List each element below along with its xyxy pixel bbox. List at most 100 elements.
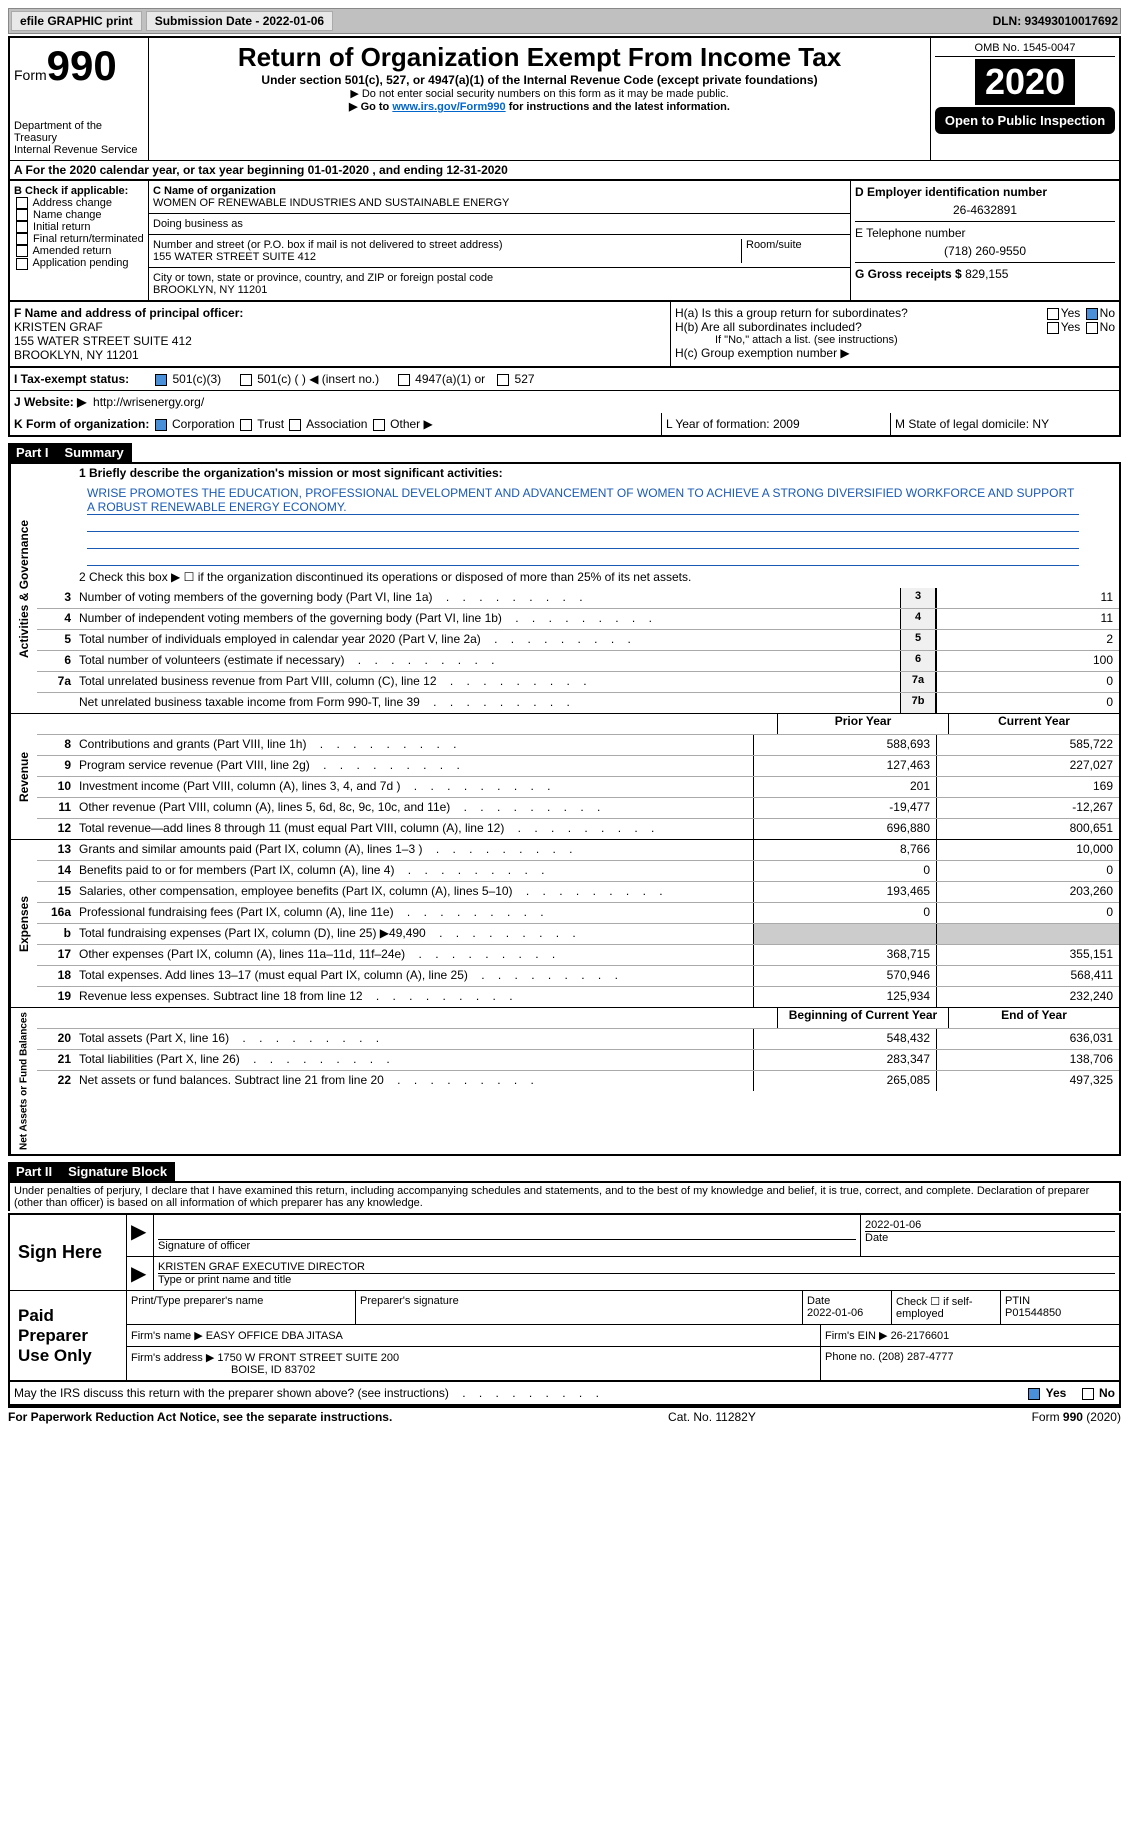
website-url[interactable]: http://wrisenergy.org/ [93,395,204,409]
discuss-no[interactable] [1082,1388,1094,1400]
discuss-yes[interactable] [1028,1388,1040,1400]
summary-line: 7aTotal unrelated business revenue from … [37,672,1119,693]
summary-line: 18Total expenses. Add lines 13–17 (must … [37,966,1119,987]
org-address: 155 WATER STREET SUITE 412 [153,251,741,263]
summary-line: 13Grants and similar amounts paid (Part … [37,840,1119,861]
assoc-check[interactable] [289,419,301,431]
form-title: Return of Organization Exempt From Incom… [153,42,926,73]
hb-no[interactable] [1086,322,1098,334]
checkbox-item[interactable]: Initial return [14,221,144,233]
summary-line: 6Total number of volunteers (estimate if… [37,651,1119,672]
officer-addr1: 155 WATER STREET SUITE 412 [14,334,666,348]
efile-btn[interactable]: efile GRAPHIC print [11,11,142,31]
submission-btn[interactable]: Submission Date - 2022-01-06 [146,11,333,31]
side-governance: Activities & Governance [10,464,37,713]
form-subtitle: Under section 501(c), 527, or 4947(a)(1)… [153,73,926,87]
side-expenses: Expenses [10,840,37,1007]
col-c-org: C Name of organization WOMEN OF RENEWABL… [149,181,851,300]
firm-ein: 26-2176601 [891,1330,950,1342]
org-city: BROOKLYN, NY 11201 [153,284,846,296]
irs-link[interactable]: www.irs.gov/Form990 [392,101,505,113]
summary-line: 3Number of voting members of the governi… [37,588,1119,609]
open-public-badge: Open to Public Inspection [935,107,1115,134]
527-check[interactable] [497,374,509,386]
top-bar: efile GRAPHIC print Submission Date - 20… [8,8,1121,34]
form-header: Form990 Department of the Treasury Inter… [8,36,1121,160]
summary-line: 19Revenue less expenses. Subtract line 1… [37,987,1119,1007]
summary-line: Net unrelated business taxable income fr… [37,693,1119,713]
sign-here-label: Sign Here [10,1215,127,1290]
501c-check[interactable] [240,374,252,386]
firm-addr2: BOISE, ID 83702 [131,1364,816,1376]
checkbox-item[interactable]: Amended return [14,245,144,257]
officer-name: KRISTEN GRAF [14,320,666,334]
telephone: (718) 260-9550 [855,240,1115,262]
paid-preparer-label: Paid Preparer Use Only [10,1291,127,1380]
side-netassets: Net Assets or Fund Balances [10,1008,37,1154]
trust-check[interactable] [240,419,252,431]
summary-line: 8Contributions and grants (Part VIII, li… [37,735,1119,756]
summary-line: 17Other expenses (Part IX, column (A), l… [37,945,1119,966]
ha-no[interactable] [1086,308,1098,320]
part1-header: Part ISummary [8,443,132,462]
irs-discuss-row: May the IRS discuss this return with the… [8,1382,1121,1406]
part2-header: Part IISignature Block [8,1162,175,1181]
sig-date: 2022-01-06 [865,1219,1115,1231]
row-f-officer: F Name and address of principal officer:… [8,300,1121,366]
summary-line: 15Salaries, other compensation, employee… [37,882,1119,903]
footer: For Paperwork Reduction Act Notice, see … [8,1406,1121,1424]
firm-name: EASY OFFICE DBA JITASA [206,1330,343,1342]
checkbox-item[interactable]: Final return/terminated [14,233,144,245]
omb-number: OMB No. 1545-0047 [935,42,1115,57]
summary-line: 12Total revenue—add lines 8 through 11 (… [37,819,1119,839]
dept-treasury: Department of the Treasury [14,120,144,144]
firm-phone: (208) 287-4777 [878,1351,953,1363]
side-revenue: Revenue [10,714,37,839]
other-check[interactable] [373,419,385,431]
signature-block: Sign Here ▶ Signature of officer 2022-01… [8,1213,1121,1382]
firm-addr1: 1750 W FRONT STREET SUITE 200 [217,1352,399,1364]
note-ssn: ▶ Do not enter social security numbers o… [153,87,926,100]
org-name: WOMEN OF RENEWABLE INDUSTRIES AND SUSTAI… [153,197,846,209]
row-j-website: J Website: ▶ http://wrisenergy.org/ [8,390,1121,413]
501c3-check[interactable] [155,374,167,386]
officer-addr2: BROOKLYN, NY 11201 [14,348,666,362]
summary-line: 10Investment income (Part VIII, column (… [37,777,1119,798]
summary-line: 4Number of independent voting members of… [37,609,1119,630]
row-i-tax-status: I Tax-exempt status: 501(c)(3) 501(c) ( … [8,366,1121,390]
section-bcd: B Check if applicable: Address change Na… [8,179,1121,300]
summary-line: 20Total assets (Part X, line 16)548,4326… [37,1029,1119,1050]
note-goto: ▶ Go to www.irs.gov/Form990 for instruct… [153,100,926,113]
form-990-label: Form990 [14,42,144,90]
ha-yes[interactable] [1047,308,1059,320]
checkbox-item[interactable]: Name change [14,209,144,221]
ein-value: 26-4632891 [855,199,1115,221]
gross-receipts: 829,155 [965,267,1008,281]
row-a-period: A For the 2020 calendar year, or tax yea… [8,160,1121,179]
summary-line: 16aProfessional fundraising fees (Part I… [37,903,1119,924]
summary-line: 21Total liabilities (Part X, line 26)283… [37,1050,1119,1071]
ptin-value: P01544850 [1005,1307,1115,1319]
officer-name-title: KRISTEN GRAF EXECUTIVE DIRECTOR [158,1261,1115,1273]
checkbox-item[interactable]: Application pending [14,257,144,269]
year-formation: L Year of formation: 2009 [662,413,891,435]
dln-label: DLN: 93493010017692 [993,14,1118,28]
tax-year: 2020 [975,59,1075,105]
summary-line: 5Total number of individuals employed in… [37,630,1119,651]
col-b-checkboxes: B Check if applicable: Address change Na… [10,181,149,300]
summary-line: 22Net assets or fund balances. Subtract … [37,1071,1119,1091]
perjury-declaration: Under penalties of perjury, I declare th… [8,1181,1121,1211]
checkbox-item[interactable]: Address change [14,197,144,209]
4947-check[interactable] [398,374,410,386]
part1-summary: Activities & Governance 1 Briefly descri… [8,462,1121,1156]
summary-line: 9Program service revenue (Part VIII, lin… [37,756,1119,777]
row-klm: K Form of organization: Corporation Trus… [8,413,1121,437]
corp-check[interactable] [155,419,167,431]
col-d-ein: D Employer identification number 26-4632… [851,181,1119,300]
hb-yes[interactable] [1047,322,1059,334]
prep-date: 2022-01-06 [807,1307,887,1319]
summary-line: 11Other revenue (Part VIII, column (A), … [37,798,1119,819]
irs-label: Internal Revenue Service [14,144,144,156]
summary-line: bTotal fundraising expenses (Part IX, co… [37,924,1119,945]
state-domicile: M State of legal domicile: NY [891,413,1119,435]
